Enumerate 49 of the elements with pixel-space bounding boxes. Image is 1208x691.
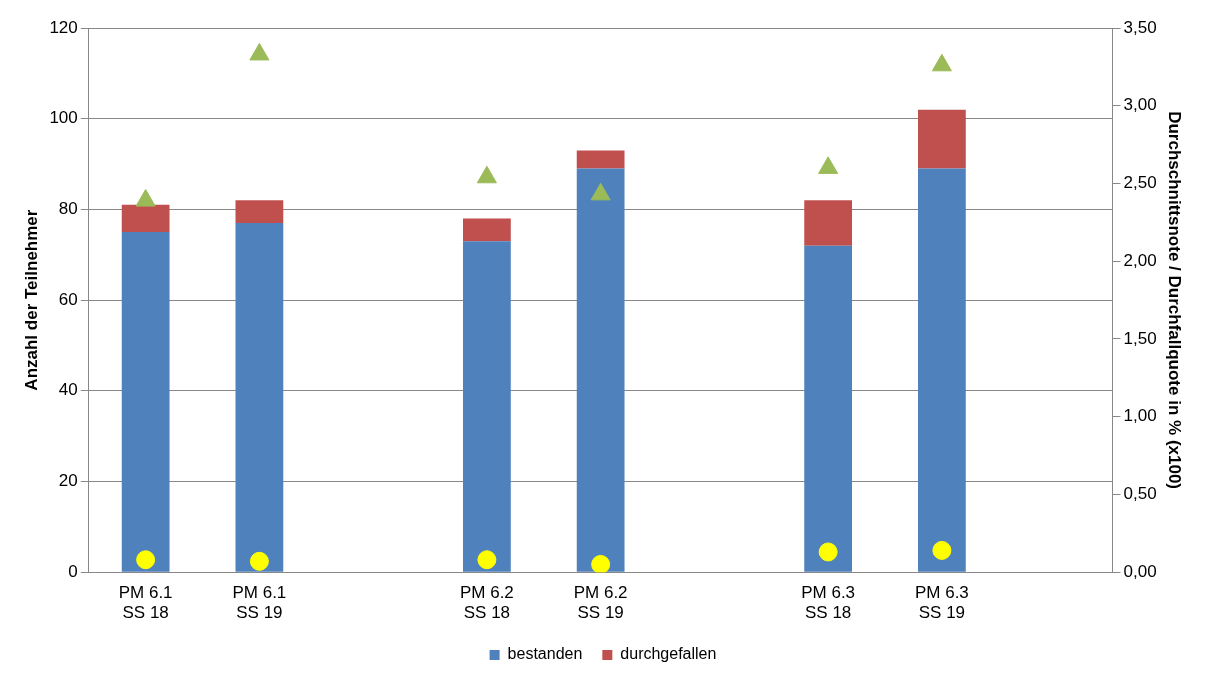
point [477, 550, 497, 570]
y2-tick-label: 0,00 [1123, 561, 1157, 581]
y-tick-label: 120 [49, 17, 78, 37]
bar [576, 168, 625, 572]
bar [918, 109, 966, 169]
y2-tick-label: 2,50 [1123, 173, 1157, 193]
y2-tick-label: 3,00 [1123, 95, 1157, 115]
point [931, 53, 952, 72]
bar [235, 223, 284, 572]
bar [576, 150, 625, 169]
x-tick-label: PM 6.1 SS 19 [232, 583, 287, 623]
point [590, 182, 611, 201]
point [249, 42, 270, 61]
legend-label: durchgefallen [620, 645, 717, 663]
y-axis-title: Anzahl der Teilnehmer [21, 209, 41, 391]
legend-label: bestanden [507, 645, 583, 663]
point [818, 542, 838, 562]
point [249, 551, 269, 571]
y-tick-label: 20 [58, 471, 78, 491]
bar [804, 245, 853, 572]
bar [121, 232, 170, 572]
y2-tick-label: 1,50 [1123, 328, 1157, 348]
x-tick-label: PM 6.2 SS 19 [573, 583, 628, 623]
point [932, 540, 952, 560]
bar [121, 204, 170, 233]
y2-tick-label: 1,00 [1123, 406, 1157, 426]
x-tick-label: PM 6.1 SS 18 [118, 583, 173, 623]
x-tick-label: PM 6.2 SS 18 [459, 583, 514, 623]
y-tick-label: 60 [58, 289, 78, 309]
y2-tick-label: 3,50 [1123, 17, 1157, 37]
y2-axis-title: Durchschnittsnote / Durchfallquote in % (x100) [1165, 111, 1185, 490]
bar [463, 241, 511, 572]
point [591, 554, 611, 573]
y2-tick-label: 0,50 [1123, 484, 1157, 504]
point [476, 165, 497, 184]
bar [918, 168, 966, 572]
point [136, 550, 156, 570]
bar [235, 200, 284, 224]
point [135, 189, 156, 207]
y2-tick-label: 2,00 [1123, 250, 1157, 270]
bar [463, 218, 511, 242]
x-tick-label: PM 6.3 SS 18 [801, 583, 856, 623]
y-tick-label: 0 [68, 561, 78, 581]
y-tick-label: 80 [58, 199, 78, 219]
y-tick-label: 40 [58, 380, 78, 400]
point [818, 156, 839, 174]
y-tick-label: 100 [49, 108, 78, 128]
x-tick-label: PM 6.3 SS 19 [914, 583, 969, 623]
bar [804, 200, 853, 246]
